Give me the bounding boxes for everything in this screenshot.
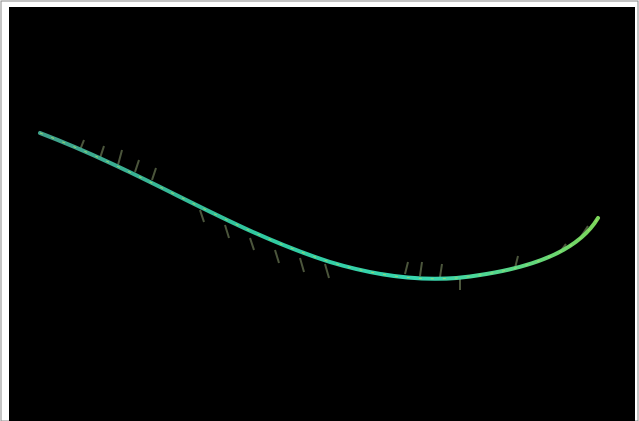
canvas-area: [9, 7, 635, 421]
page: [0, 0, 639, 421]
viewer: [0, 0, 639, 421]
